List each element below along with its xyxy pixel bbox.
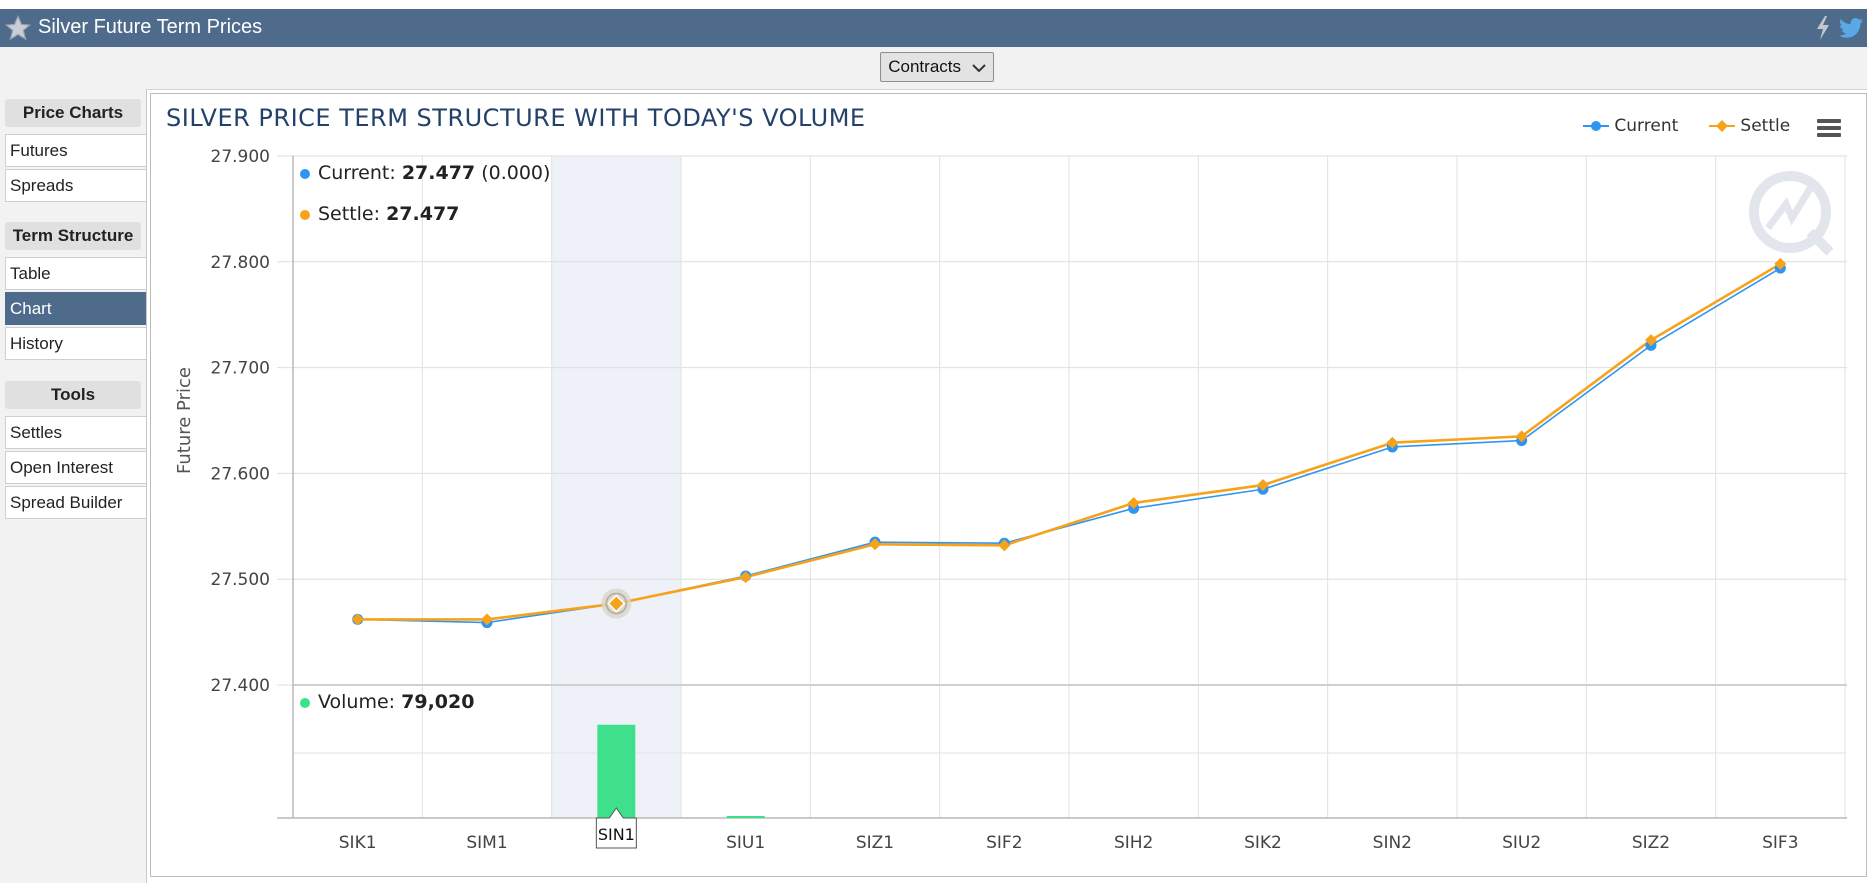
settle-readout-value: 27.477 xyxy=(386,203,460,225)
volume-readout: Volume: 79,020 xyxy=(300,691,474,713)
settle-readout: Settle: 27.477 xyxy=(300,203,459,225)
current-readout-label: Current xyxy=(318,162,390,184)
settle-readout-label: Settle xyxy=(318,203,374,225)
contracts-label: Contracts xyxy=(888,57,961,76)
sidebar-item-futures[interactable]: Futures xyxy=(5,134,146,167)
x-tick-label: SIZ2 xyxy=(1632,833,1670,853)
sidebar-item-open-interest[interactable]: Open Interest xyxy=(5,451,146,484)
current-legend-marker xyxy=(1583,121,1609,131)
y-tick-label: 27.400 xyxy=(211,676,270,696)
settle-point-hover xyxy=(607,594,626,613)
x-tick-label: SIU2 xyxy=(1502,833,1541,853)
y-axis-title: Future Price xyxy=(174,367,195,474)
title-bar: Silver Future Term Prices xyxy=(0,9,1867,47)
settle-legend-marker xyxy=(1709,120,1735,132)
settle-point xyxy=(351,613,364,626)
x-tick-label: SIF2 xyxy=(986,833,1022,853)
watermark-logo-tail xyxy=(1806,228,1834,256)
settle-point xyxy=(1386,436,1399,449)
current-readout-change: (0.000) xyxy=(481,162,551,184)
volume-readout-value: 79,020 xyxy=(401,691,475,713)
settle-point xyxy=(998,539,1011,552)
sidebar-item-history[interactable]: History xyxy=(5,327,146,360)
sidebar-item-settles[interactable]: Settles xyxy=(5,416,146,449)
contracts-dropdown[interactable]: Contracts xyxy=(880,52,994,82)
x-tick-label: SIK2 xyxy=(1244,833,1282,853)
y-tick-label: 27.900 xyxy=(211,147,270,167)
x-tick-label: SIN2 xyxy=(1373,833,1412,853)
chart-panel xyxy=(150,93,1867,877)
sidebar-item-spread-builder[interactable]: Spread Builder xyxy=(5,486,146,519)
y-tick-label: 27.500 xyxy=(211,570,270,590)
chart-title: SILVER PRICE TERM STRUCTURE WITH TODAY'S… xyxy=(166,104,866,132)
settle-point xyxy=(1515,430,1528,443)
settle-point xyxy=(1774,257,1787,270)
x-tick-label: SIK1 xyxy=(339,833,377,853)
chevron-down-icon xyxy=(972,63,986,72)
legend-item-current[interactable]: Current xyxy=(1583,116,1678,136)
sidebar-item-table[interactable]: Table xyxy=(5,257,146,290)
lightning-icon[interactable] xyxy=(1813,15,1833,41)
hover-ring xyxy=(605,592,628,615)
category-tooltip-label: SIN1 xyxy=(598,825,635,844)
category-tooltip-box xyxy=(595,807,637,849)
twitter-icon[interactable] xyxy=(1837,15,1865,41)
volume-bar xyxy=(597,724,636,818)
volume-bar xyxy=(726,816,765,818)
y-tick-label: 27.800 xyxy=(211,253,270,273)
series-line-settle xyxy=(357,262,1781,621)
section-tools: Tools xyxy=(5,381,141,409)
settle-point xyxy=(869,538,881,551)
x-tick-label: SIF3 xyxy=(1762,833,1798,853)
section-term-structure: Term Structure xyxy=(5,222,141,250)
settle-point xyxy=(1127,497,1140,510)
legend-current-label: Current xyxy=(1614,116,1679,136)
sidebar-item-spreads[interactable]: Spreads xyxy=(5,169,146,202)
volume-readout-label: Volume xyxy=(318,691,389,713)
x-tick-label: SIM1 xyxy=(466,833,507,853)
settle-point xyxy=(481,613,493,626)
current-readout-value: 27.477 xyxy=(401,162,476,184)
legend-settle-label: Settle xyxy=(1740,116,1791,136)
x-tick-label: SIH2 xyxy=(1114,833,1153,853)
page-title: Silver Future Term Prices xyxy=(38,16,263,38)
watermark-logo-stroke xyxy=(1765,180,1817,231)
current-readout: Current: 27.477 (0.000) xyxy=(300,162,550,184)
settle-point xyxy=(1645,334,1657,347)
watermark-logo xyxy=(1749,171,1831,253)
volume-readout-dot xyxy=(300,697,310,708)
sidebar-item-chart[interactable]: Chart xyxy=(5,292,146,325)
sidebar: Price Charts Futures Spreads Term Struct… xyxy=(0,89,147,883)
y-tick-label: 27.600 xyxy=(211,464,270,484)
section-price-charts: Price Charts xyxy=(5,99,141,127)
current-readout-dot xyxy=(300,168,310,179)
settle-point xyxy=(739,571,752,584)
y-tick-label: 27.700 xyxy=(211,359,270,379)
x-tick-label: SIZ1 xyxy=(856,833,894,853)
settle-point xyxy=(1257,479,1269,492)
legend-item-settle[interactable]: Settle xyxy=(1709,116,1790,136)
menu-icon[interactable] xyxy=(1815,116,1843,140)
star-icon[interactable] xyxy=(4,14,32,42)
highlight-band xyxy=(551,156,681,818)
x-tick-label: SIU1 xyxy=(726,833,765,853)
settle-readout-dot xyxy=(300,209,310,220)
